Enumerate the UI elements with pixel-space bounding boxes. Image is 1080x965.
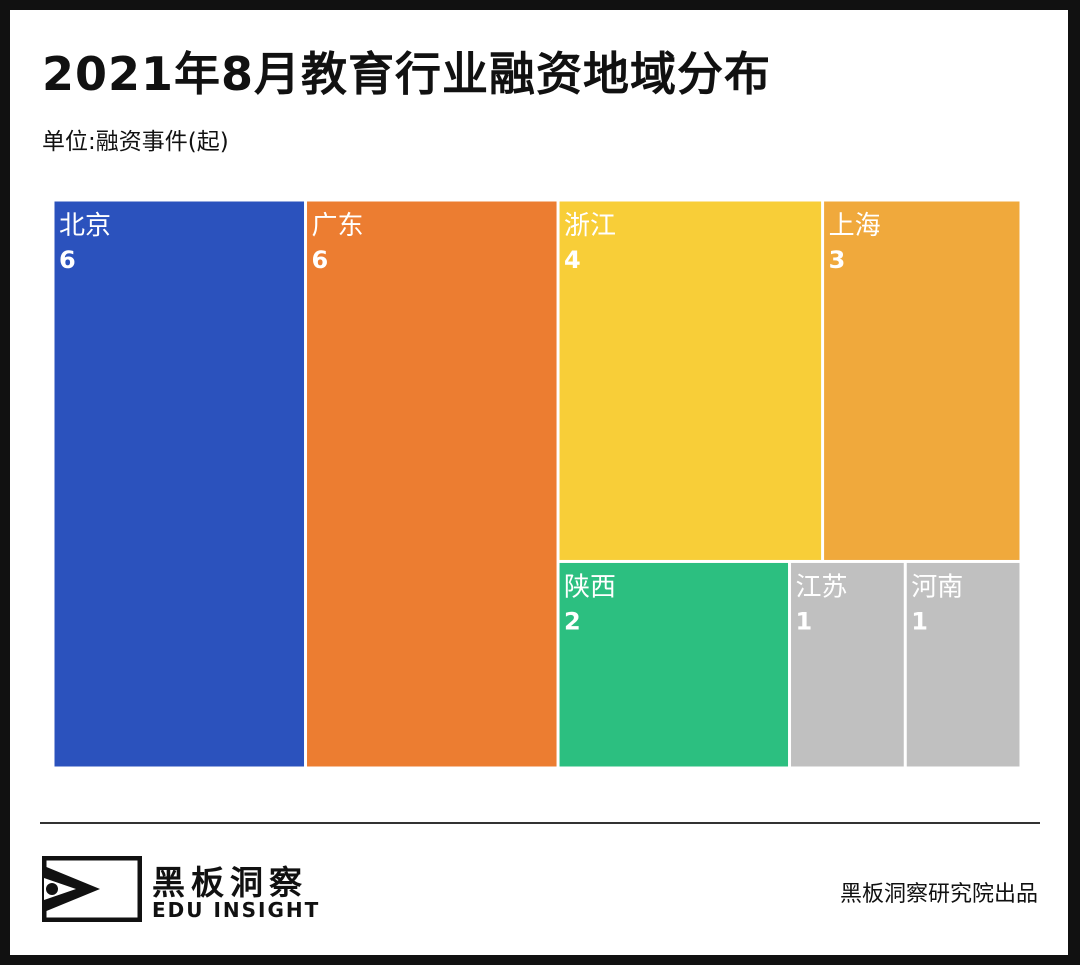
treemap-tile-label: 河南 <box>911 572 963 602</box>
brand-name-english: EDU INSIGHT <box>152 898 321 922</box>
treemap-tile: 广东 6 <box>307 201 557 767</box>
treemap-tile-rect <box>906 562 1020 767</box>
treemap-tile: 陕西 2 <box>559 562 789 767</box>
treemap-tile-rect <box>559 201 822 560</box>
treemap-tile-value: 4 <box>564 246 581 274</box>
treemap-tile-label: 上海 <box>829 211 881 241</box>
treemap-tile-label: 陕西 <box>564 572 616 602</box>
treemap-tile: 上海 3 <box>824 201 1020 560</box>
treemap-tile: 河南 1 <box>906 562 1020 767</box>
treemap-tile-value: 1 <box>796 607 813 635</box>
edu-insight-logo-icon <box>42 856 142 922</box>
brand-name-chinese: 黑板洞察 <box>152 863 308 902</box>
treemap-tile-value: 1 <box>911 607 928 635</box>
footer-divider <box>40 822 1040 824</box>
chart-unit-label: 单位:融资事件(起) <box>42 129 229 155</box>
treemap-tile-value: 3 <box>829 246 846 274</box>
treemap-tile-value: 6 <box>312 246 329 274</box>
treemap-tile-rect <box>54 201 305 767</box>
treemap-tile-value: 6 <box>59 246 76 274</box>
treemap-tile-label: 浙江 <box>564 211 616 241</box>
chart-card: 2021年8月教育行业融资地域分布 单位:融资事件(起) 北京 6 广东 6 浙江 4 上海… <box>10 10 1068 955</box>
treemap-tile-label: 北京 <box>59 211 111 241</box>
treemap-tile-rect <box>791 562 904 767</box>
treemap-tile: 浙江 4 <box>559 201 822 560</box>
treemap-tile-label: 江苏 <box>796 572 848 602</box>
chart-title: 2021年8月教育行业融资地域分布 <box>42 47 772 101</box>
treemap-tile-value: 2 <box>564 607 581 635</box>
source-credit: 黑板洞察研究院出品 <box>839 882 1038 907</box>
treemap-tile-rect <box>559 562 789 767</box>
treemap-chart: 北京 6 广东 6 浙江 4 上海 3 陕西 2 江苏 1 河南 1 <box>54 201 1020 767</box>
treemap-tile-rect <box>307 201 557 767</box>
treemap-tile: 北京 6 <box>54 201 305 767</box>
treemap-tile-rect <box>824 201 1020 560</box>
treemap-tile: 江苏 1 <box>791 562 904 767</box>
treemap-tile-label: 广东 <box>312 211 364 241</box>
